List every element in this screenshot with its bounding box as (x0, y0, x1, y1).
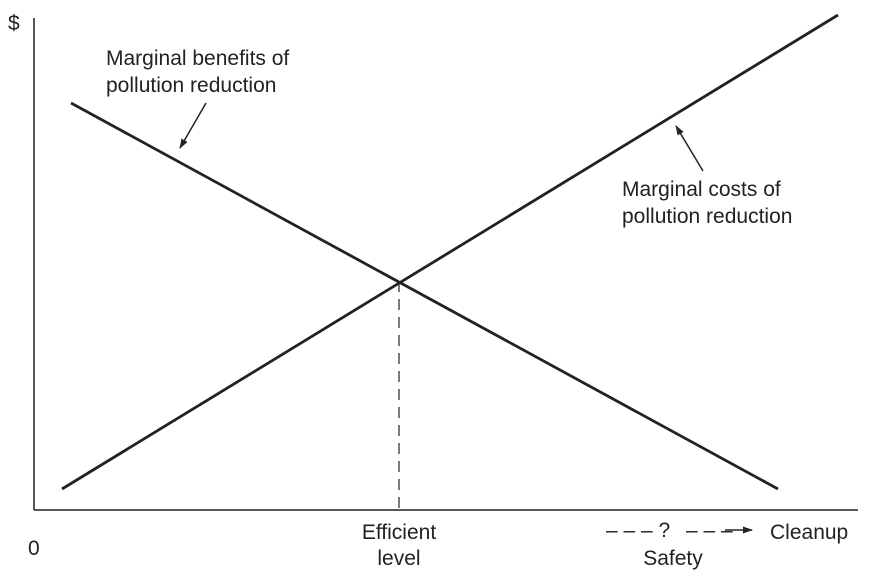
x-axis-origin: 0 (28, 537, 40, 560)
marginal-benefits-label-line2: pollution reduction (106, 74, 276, 97)
marginal-costs-curve (61, 13, 839, 491)
costs-pointer-arrow (675, 125, 704, 172)
efficient-level-label: Efficient (362, 521, 436, 544)
x-axis-label: Cleanup (770, 521, 848, 544)
marginal-costs-label-line2: pollution reduction (622, 205, 792, 228)
benefits-pointer-arrow (179, 102, 207, 149)
safety-dashes-right: – – – (686, 519, 733, 542)
marginal-benefits-label: Marginal benefits of (106, 47, 289, 70)
marginal-costs-label: Marginal costs of (622, 178, 781, 201)
safety-dashes-left: – – – ? (606, 519, 670, 542)
y-axis-symbol: $ (8, 12, 20, 35)
efficient-level-label-line2: level (377, 547, 420, 570)
marginal-benefits-curve (70, 101, 779, 491)
safety-label: Safety (643, 547, 703, 570)
